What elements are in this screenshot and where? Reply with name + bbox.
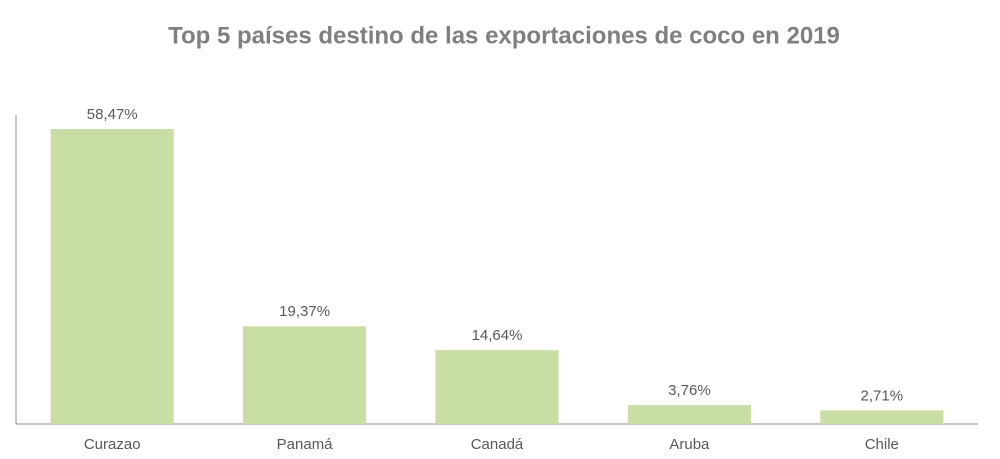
data-label: 3,76% (668, 382, 711, 399)
bar (820, 410, 944, 424)
x-tick-label: Curazao (84, 436, 141, 453)
data-label: 14,64% (472, 327, 523, 344)
bar (243, 326, 367, 424)
x-tick-label: Canadá (471, 436, 524, 453)
x-tick-label: Panamá (277, 436, 334, 453)
x-tick-label: Aruba (669, 436, 710, 453)
data-label: 58,47% (87, 106, 138, 123)
data-label: 2,71% (861, 387, 904, 404)
data-label: 19,37% (279, 303, 330, 320)
bar (50, 129, 174, 424)
chart-title: Top 5 países destino de las exportacione… (168, 22, 840, 49)
bar (627, 405, 751, 424)
x-tick-label: Chile (865, 436, 899, 453)
bar (435, 350, 559, 424)
